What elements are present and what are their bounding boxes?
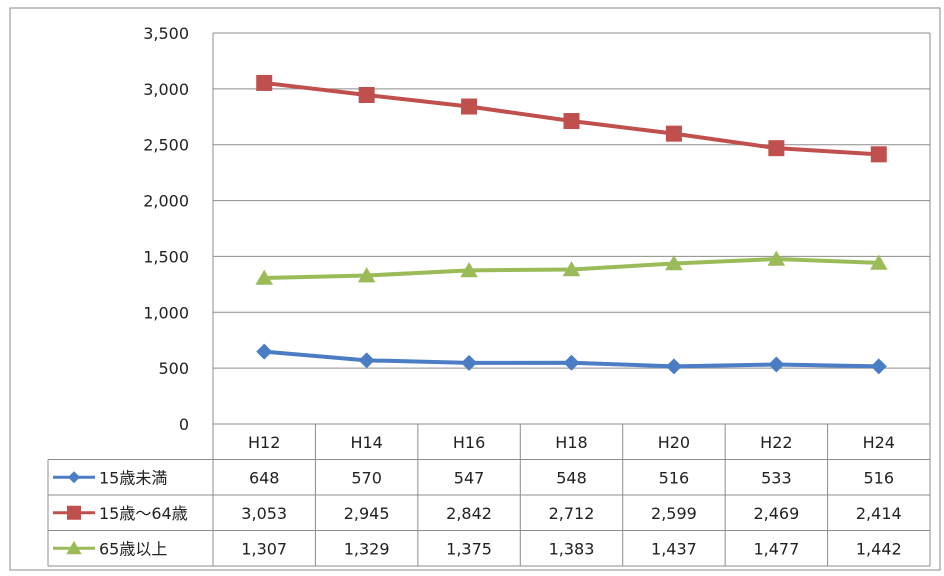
data-table-value: 1,437 — [651, 539, 697, 558]
data-point — [461, 98, 478, 115]
y-tick-label: 3,000 — [143, 80, 189, 99]
data-table-value: 1,477 — [753, 539, 799, 558]
series-lines — [255, 74, 888, 375]
x-category-label: H18 — [555, 433, 587, 452]
data-point — [563, 113, 580, 130]
data-table-value: 1,329 — [344, 539, 390, 558]
legend-key-marker — [67, 505, 81, 520]
data-point — [665, 358, 682, 375]
legend-entry: 15歳～64歳 — [99, 504, 188, 523]
data-point — [358, 352, 375, 369]
data-point — [563, 354, 580, 371]
data-point — [256, 74, 273, 91]
x-category-label: H22 — [760, 433, 792, 452]
y-tick-label: 0 — [179, 415, 189, 434]
data-point — [357, 267, 376, 283]
data-table-value: 570 — [351, 468, 382, 487]
data-point — [358, 87, 375, 104]
data-table: H12 H14 H16 H18 H20 H22 H24 15歳未満 648 570 547 548 51… — [47, 423, 931, 567]
y-tick-label: 2,500 — [143, 136, 189, 155]
legend-entry: 15歳未満 — [99, 468, 167, 487]
data-table-value: 1,442 — [856, 539, 902, 558]
data-table-value: 2,414 — [856, 504, 902, 523]
data-point — [460, 261, 478, 278]
data-table-value: 516 — [864, 468, 895, 487]
data-point — [767, 250, 786, 266]
data-table-value: 2,599 — [651, 504, 697, 523]
data-table-value: 3,053 — [241, 504, 287, 523]
data-table-value: 1,383 — [549, 539, 595, 558]
x-category-label: H14 — [350, 433, 382, 452]
y-tick-label: 1,000 — [143, 303, 189, 322]
x-category-label: H20 — [658, 433, 690, 452]
data-table-value: 1,307 — [241, 539, 287, 558]
data-point — [869, 254, 888, 270]
legend-entry: 65歳以上 — [99, 539, 167, 558]
data-table-value: 548 — [556, 468, 587, 487]
y-tick-label: 3,500 — [143, 24, 189, 43]
data-point — [665, 125, 682, 142]
data-table-value: 2,945 — [344, 504, 390, 523]
data-point — [768, 140, 785, 157]
y-tick-label: 500 — [158, 359, 189, 378]
data-point — [461, 354, 478, 371]
data-table-value: 533 — [761, 468, 792, 487]
data-table-value: 516 — [659, 468, 690, 487]
data-point — [255, 269, 274, 285]
data-point — [665, 255, 683, 271]
legend-key-marker — [68, 471, 80, 484]
y-tick-label: 2,000 — [143, 192, 189, 211]
x-category-label: H24 — [863, 433, 895, 452]
y-axis: 0 500 1,000 1,500 2,000 2,500 3,000 3,500 — [143, 24, 189, 434]
data-point — [256, 343, 273, 360]
data-point — [870, 358, 887, 375]
x-category-label: H12 — [248, 433, 280, 452]
data-table-value: 547 — [454, 468, 485, 487]
y-tick-label: 1,500 — [143, 247, 189, 266]
data-table-value: 1,375 — [446, 539, 492, 558]
data-point — [768, 356, 785, 373]
data-point — [562, 261, 581, 277]
data-table-value: 2,712 — [549, 504, 595, 523]
x-category-label: H16 — [453, 433, 485, 452]
data-table-value: 2,469 — [753, 504, 799, 523]
data-table-value: 648 — [249, 468, 280, 487]
data-table-value: 2,842 — [446, 504, 492, 523]
data-point — [870, 146, 887, 163]
legend-key-marker — [66, 540, 82, 555]
